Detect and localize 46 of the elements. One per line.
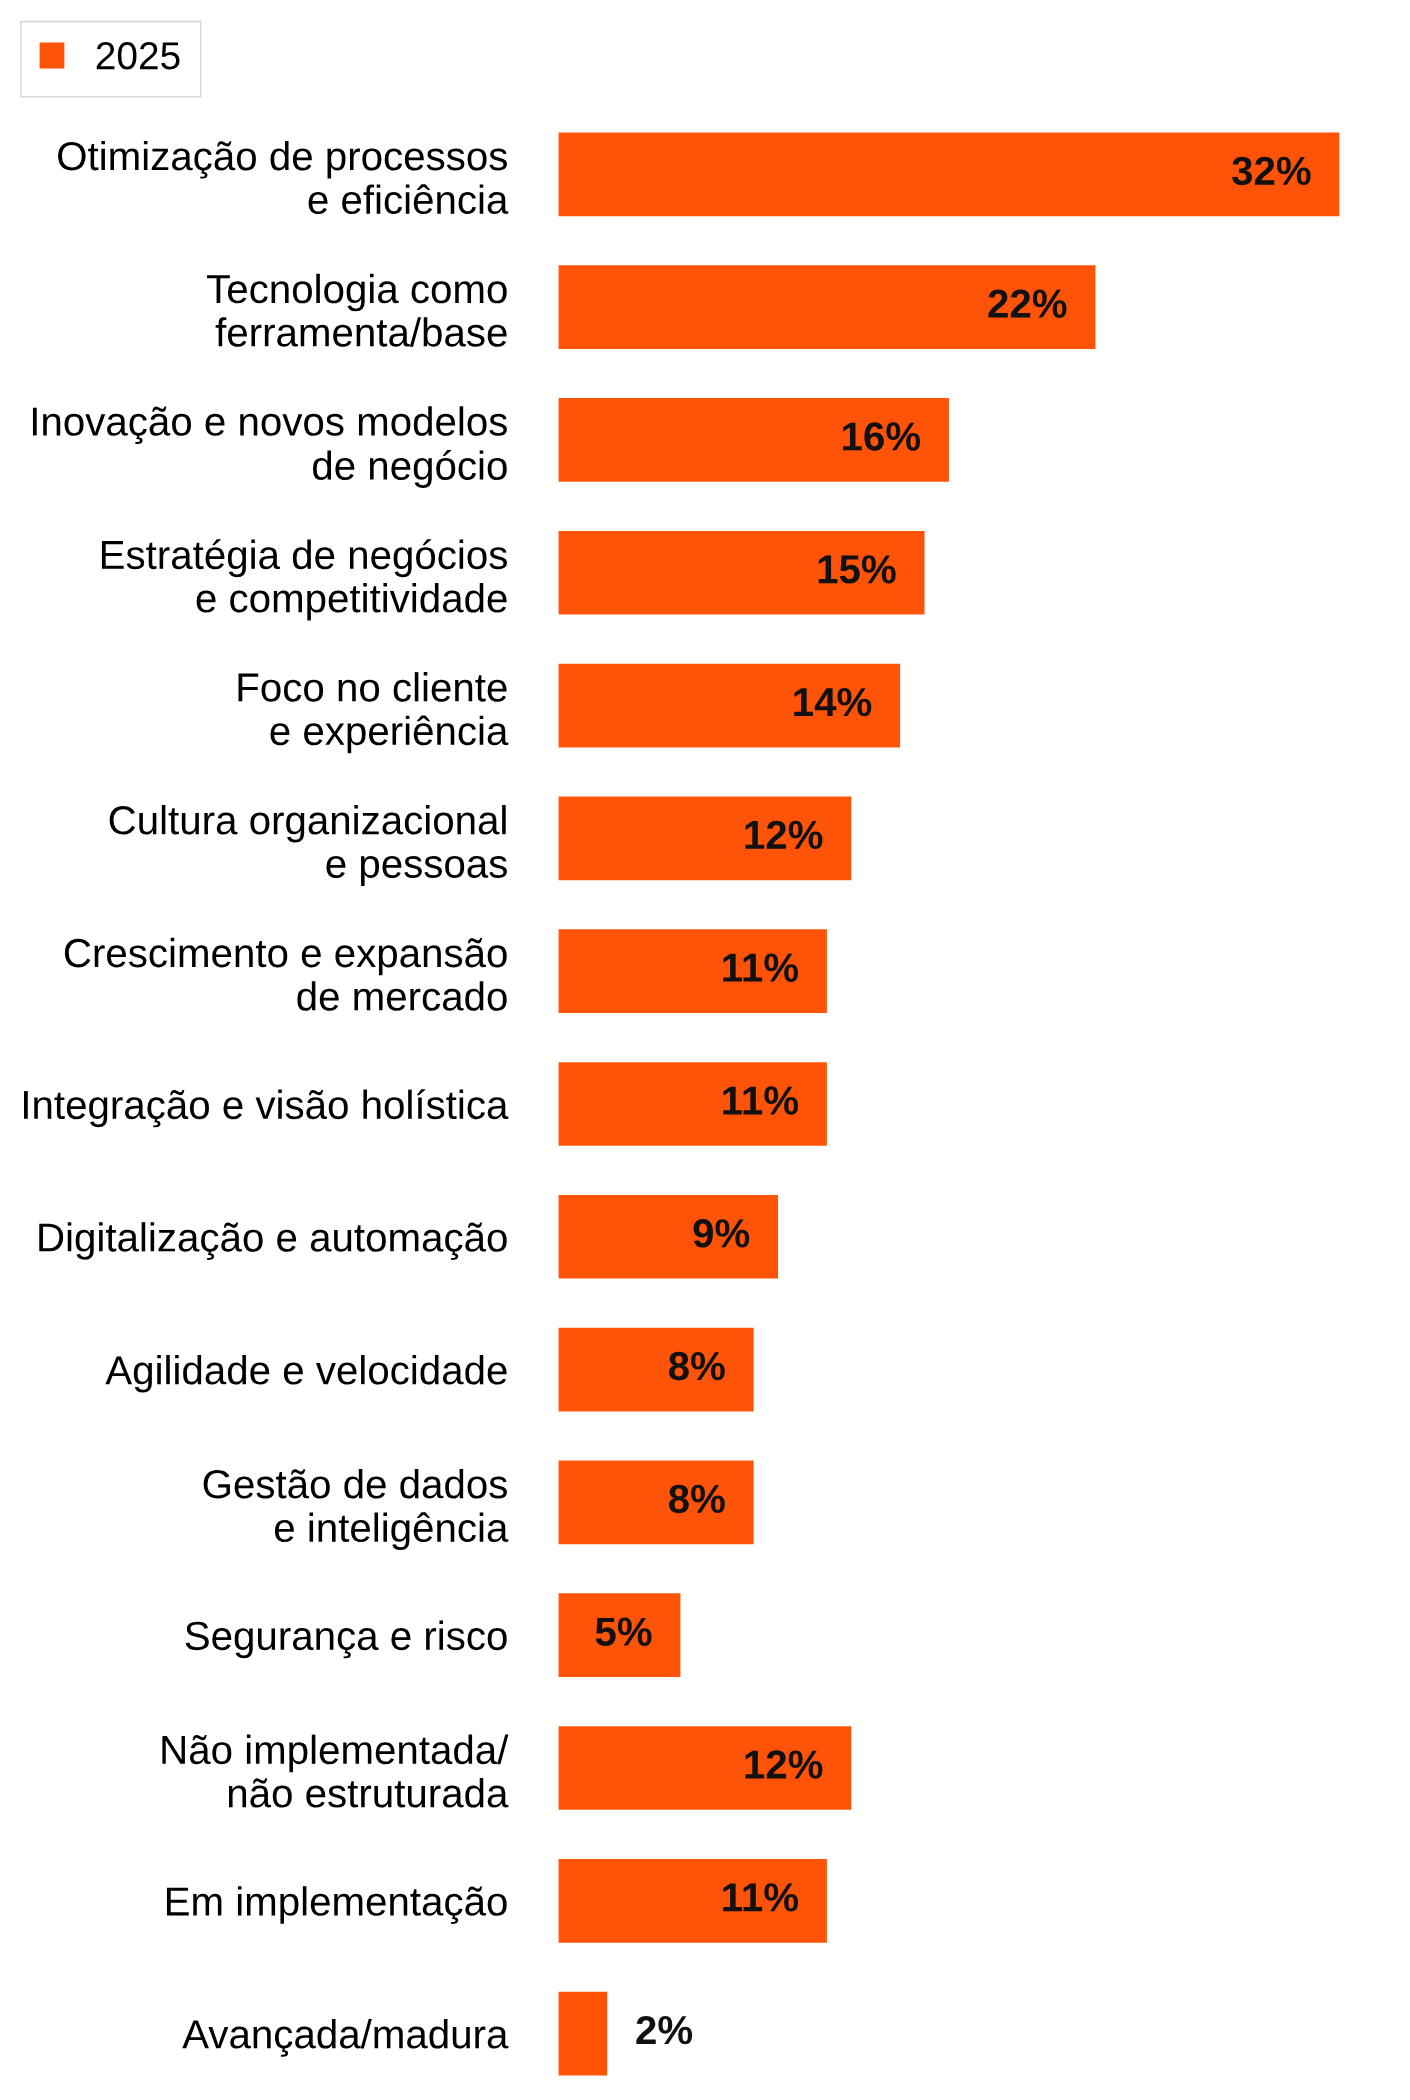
y-tick-label: Gestão de dados e inteligência	[203, 1468, 509, 1551]
data-label: 15%	[818, 555, 896, 584]
data-label: 9%	[693, 1219, 750, 1248]
data-label: 11%	[723, 1883, 799, 1912]
data-label: 12%	[745, 820, 823, 850]
data-label: 16%	[843, 422, 921, 451]
y-tick-label: Agilidade e velocidade	[105, 1354, 507, 1393]
bar	[558, 1062, 827, 1146]
data-label: 12%	[745, 1750, 823, 1779]
legend-label: 2025	[96, 42, 180, 70]
y-tick-label: Integração e visão holística	[24, 1089, 509, 1128]
data-label: 32%	[1232, 156, 1311, 186]
y-tick-label: Em implementação	[166, 1886, 507, 1924]
data-label: 8%	[668, 1351, 725, 1381]
y-tick-label: Digitalização e automação	[39, 1222, 507, 1260]
bar	[558, 1991, 608, 2076]
y-tick-label: Segurança e risco	[185, 1620, 507, 1659]
bar	[558, 398, 949, 482]
data-label: 8%	[668, 1484, 725, 1514]
y-tick-label: Não implementada/ não estruturada	[162, 1734, 509, 1808]
y-tick-label: Estratégia de negócios e competitividade	[101, 539, 507, 621]
bar	[558, 663, 901, 748]
y-tick-label: Crescimento e expansão de mercado	[64, 937, 507, 1011]
data-label: 14%	[794, 687, 872, 717]
bar	[558, 796, 852, 881]
bar	[558, 265, 1096, 349]
data-label: 11%	[723, 1086, 799, 1115]
bar	[558, 1194, 779, 1279]
data-label: 22%	[988, 289, 1067, 318]
y-tick-label: Avançada/madura	[182, 2019, 509, 2057]
bar	[558, 1327, 754, 1412]
bar	[558, 1726, 852, 1810]
bar	[558, 132, 1340, 217]
y-tick-label: Tecnologia como ferramenta/base	[207, 273, 507, 347]
data-label: 5%	[595, 1617, 652, 1646]
y-tick-label: Inovação e novos modelos de negócio	[32, 406, 507, 488]
bar	[558, 1858, 827, 1943]
bar	[558, 530, 925, 615]
bar	[558, 929, 827, 1013]
bar	[558, 1460, 754, 1545]
data-label: 11%	[723, 953, 799, 982]
y-tick-label: Cultura organizacional e pessoas	[109, 804, 507, 886]
y-tick-label: Otimização de processos e eficiência	[58, 140, 509, 215]
bar	[558, 1593, 681, 1678]
data-label: 2%	[636, 2015, 693, 2045]
y-tick-label: Foco no cliente e experiência	[238, 672, 509, 754]
